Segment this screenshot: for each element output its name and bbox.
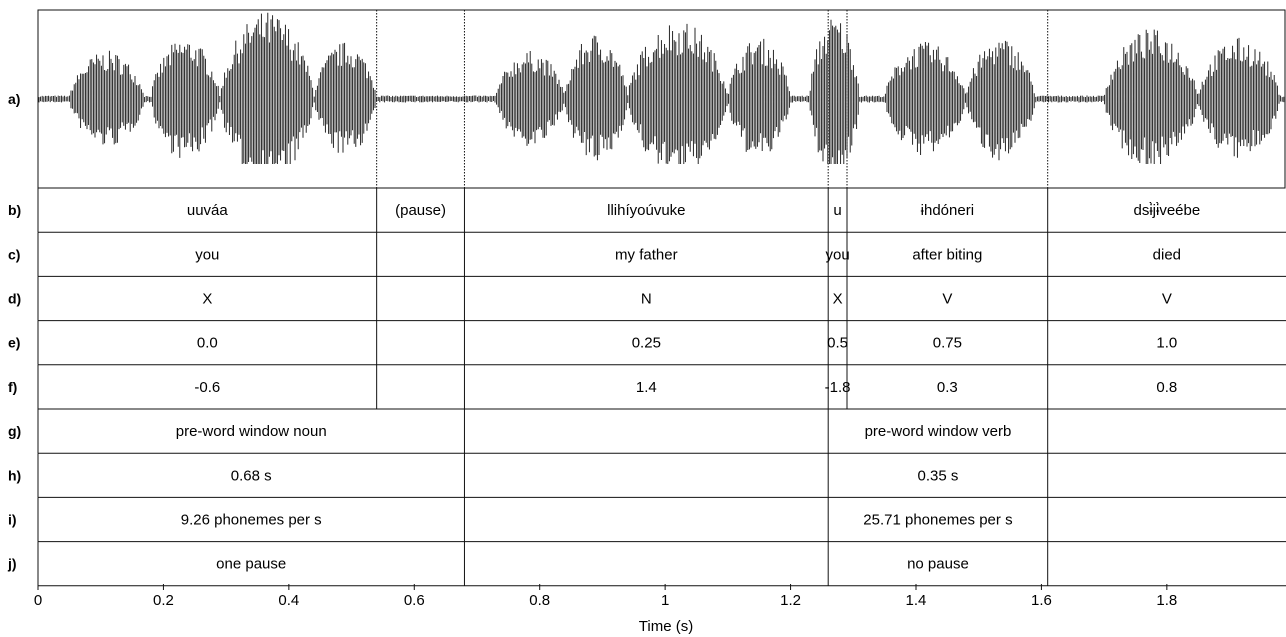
tier-cell-text: V: [1162, 291, 1172, 308]
tier-cell-text: uuváa: [187, 202, 229, 219]
tier-cell-text: ɨhdóneri: [921, 202, 974, 219]
tier-row-b: b) uuváa (pause) llihíyoúvuke u ɨhdóneri dsɨ̀j…: [8, 188, 1286, 233]
tier-label: g): [8, 423, 21, 439]
tier-cell-text: (pause): [395, 202, 446, 219]
time-axis: 0 0.2 0.4 0.6 0.8 1 1.2 1.4 1.6 1.8: [34, 584, 1177, 609]
tier-label: e): [8, 335, 20, 351]
x-tick-label: 0.8: [529, 592, 550, 609]
tier-cell-text: you: [826, 246, 850, 263]
x-tick-label: 1.4: [906, 592, 927, 609]
tier-cell-text: no pause: [907, 556, 969, 573]
tier-cell-text: -0.6: [194, 379, 220, 396]
tier-cell-text: 0.0: [197, 335, 218, 352]
waveform-label: a): [8, 91, 20, 107]
tier-cell-text: died: [1153, 246, 1181, 263]
tier-cell-text: 9.26 phonemes per s: [181, 512, 322, 529]
tier-cell-text: 0.35 s: [918, 467, 959, 484]
x-tick-label: 1.8: [1156, 592, 1177, 609]
tier-row-d: d) X N X V V: [8, 276, 1286, 322]
x-tick-label: 0.2: [153, 592, 174, 609]
tier-label: d): [8, 291, 21, 307]
tier-label: h): [8, 467, 21, 483]
x-tick-label: 1.2: [780, 592, 801, 609]
tier-cell-text: 0.68 s: [231, 467, 272, 484]
waveform-panel: a): [8, 9, 1286, 189]
waveform-trace: [38, 12, 1285, 164]
tier-cell-text: 0.3: [937, 379, 958, 396]
tier-row-j: j) one pause no pause: [7, 541, 1286, 587]
tier-row-h: h) 0.68 s 0.35 s: [8, 453, 1286, 498]
tier-cell-text: my father: [615, 246, 678, 263]
tier-cell-text: 0.75: [933, 335, 962, 352]
tier-cell-text: X: [202, 291, 212, 308]
tier-label: f): [8, 379, 17, 395]
annotation-tiers: b) uuváa (pause) llihíyoúvuke u ɨhdóneri dsɨ̀j…: [7, 188, 1286, 587]
x-tick-label: 0.4: [278, 592, 299, 609]
x-tick-label: 0: [34, 592, 42, 609]
tier-cell-text: 1.0: [1156, 335, 1177, 352]
tier-cell-text: after biting: [912, 246, 982, 263]
tier-row-g: g) pre-word window noun pre-word window ve…: [8, 409, 1286, 454]
tier-cell-text: -1.8: [825, 379, 851, 396]
tier-cell-text: you: [195, 246, 219, 263]
x-tick-label: 1.6: [1031, 592, 1052, 609]
tier-cell-text: V: [942, 291, 952, 308]
waveform-frame: [37, 9, 1286, 189]
tier-label: c): [8, 246, 20, 262]
tier-label: i): [8, 512, 17, 528]
tier-label: b): [8, 202, 21, 218]
tier-row-e: e) 0.0 0.25 0.5 0.75 1.0: [8, 320, 1286, 366]
tier-cell-text: 0.5: [827, 335, 848, 352]
tier-cell-text: 0.8: [1156, 379, 1177, 396]
tier-cell-text: pre-word window verb: [865, 423, 1012, 440]
tier-cell-text: X: [833, 291, 843, 308]
tier-cell-text: pre-word window noun: [176, 423, 327, 440]
tier-cell-text: dsɨ̀jɨ̀veébe: [1133, 202, 1200, 219]
x-tick-label: 1: [661, 592, 669, 609]
tier-row-i: i) 9.26 phonemes per s 25.71 phonemes per …: [8, 497, 1286, 543]
tier-cell-text: llihíyoúvuke: [607, 202, 685, 219]
x-tick-label: 0.6: [404, 592, 425, 609]
tier-cell-text: u: [833, 202, 841, 219]
tier-cell-text: one pause: [216, 556, 286, 573]
tier-row-f: f) -0.6 1.4 -1.8 0.3 0.8: [8, 364, 1286, 410]
x-axis-title: Time (s): [639, 618, 693, 635]
tier-row-c: c) you my father you after biting died: [8, 232, 1286, 277]
tier-cell-text: N: [641, 291, 652, 308]
tier-cell-text: 0.25: [632, 335, 661, 352]
tier-cell-text: 25.71 phonemes per s: [863, 512, 1012, 529]
tier-label: j): [7, 556, 17, 572]
tier-cell-text: 1.4: [636, 379, 657, 396]
